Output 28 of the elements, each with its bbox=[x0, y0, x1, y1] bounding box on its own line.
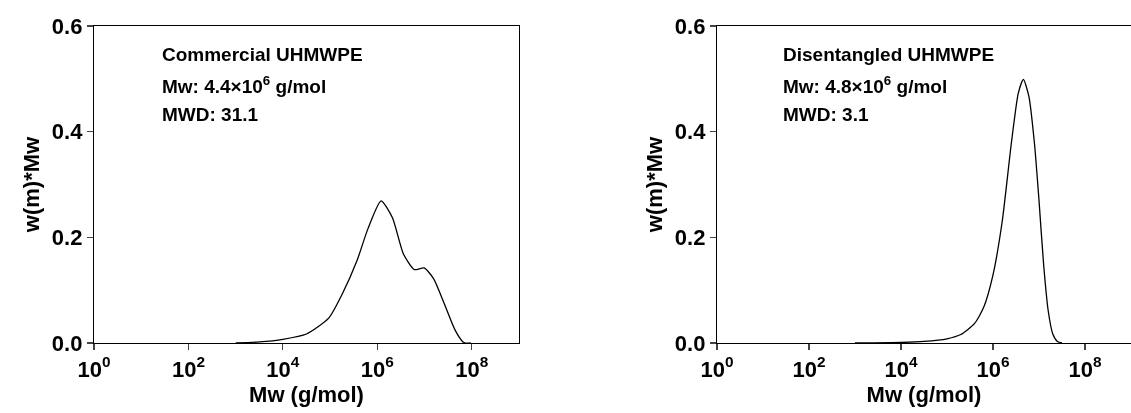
x-tick-label: 10$^{0}$ bbox=[77, 353, 111, 382]
y-tick-label: 0.2 bbox=[674, 225, 706, 251]
x-tick-label: 10$^{2}$ bbox=[171, 353, 205, 382]
x-axis-title: Mw (g/mol) bbox=[866, 381, 982, 407]
y-tick-label: 0.0 bbox=[674, 330, 706, 356]
y-tick-label: 0.4 bbox=[51, 119, 84, 145]
y-tick-label: 0.6 bbox=[674, 13, 706, 39]
annotation: Mw: 4.8×10$^{6}$ g/mol bbox=[783, 73, 948, 97]
y-tick-label: 0.0 bbox=[51, 330, 83, 356]
annotation: Disentangled UHMWPE bbox=[783, 44, 995, 65]
x-tick-label: 10$^{4}$ bbox=[266, 353, 300, 382]
x-tick-label: 10$^{2}$ bbox=[792, 353, 826, 382]
annotation: Commercial UHMWPE bbox=[162, 44, 363, 65]
x-tick-label: 10$^{6}$ bbox=[976, 353, 1010, 382]
y-axis-title: w(m)*Mw bbox=[18, 135, 44, 234]
y-tick-label: 0.4 bbox=[674, 119, 707, 145]
annotation: MWD: 31.1 bbox=[162, 104, 259, 125]
x-tick-label: 10$^{6}$ bbox=[360, 353, 394, 382]
x-axis-title: Mw (g/mol) bbox=[249, 381, 364, 407]
y-tick-label: 0.2 bbox=[51, 225, 83, 251]
annotation: MWD: 3.1 bbox=[783, 104, 869, 125]
y-axis-title: w(m)*Mw bbox=[641, 135, 667, 234]
x-tick-label: 10$^{0}$ bbox=[700, 353, 734, 382]
x-tick-label: 10$^{8}$ bbox=[455, 353, 489, 382]
x-tick-label: 10$^{4}$ bbox=[884, 353, 918, 382]
x-tick-label: 10$^{8}$ bbox=[1068, 353, 1102, 382]
y-tick-label: 0.6 bbox=[51, 13, 83, 39]
annotation: Mw: 4.4×10$^{6}$ g/mol bbox=[162, 73, 327, 97]
